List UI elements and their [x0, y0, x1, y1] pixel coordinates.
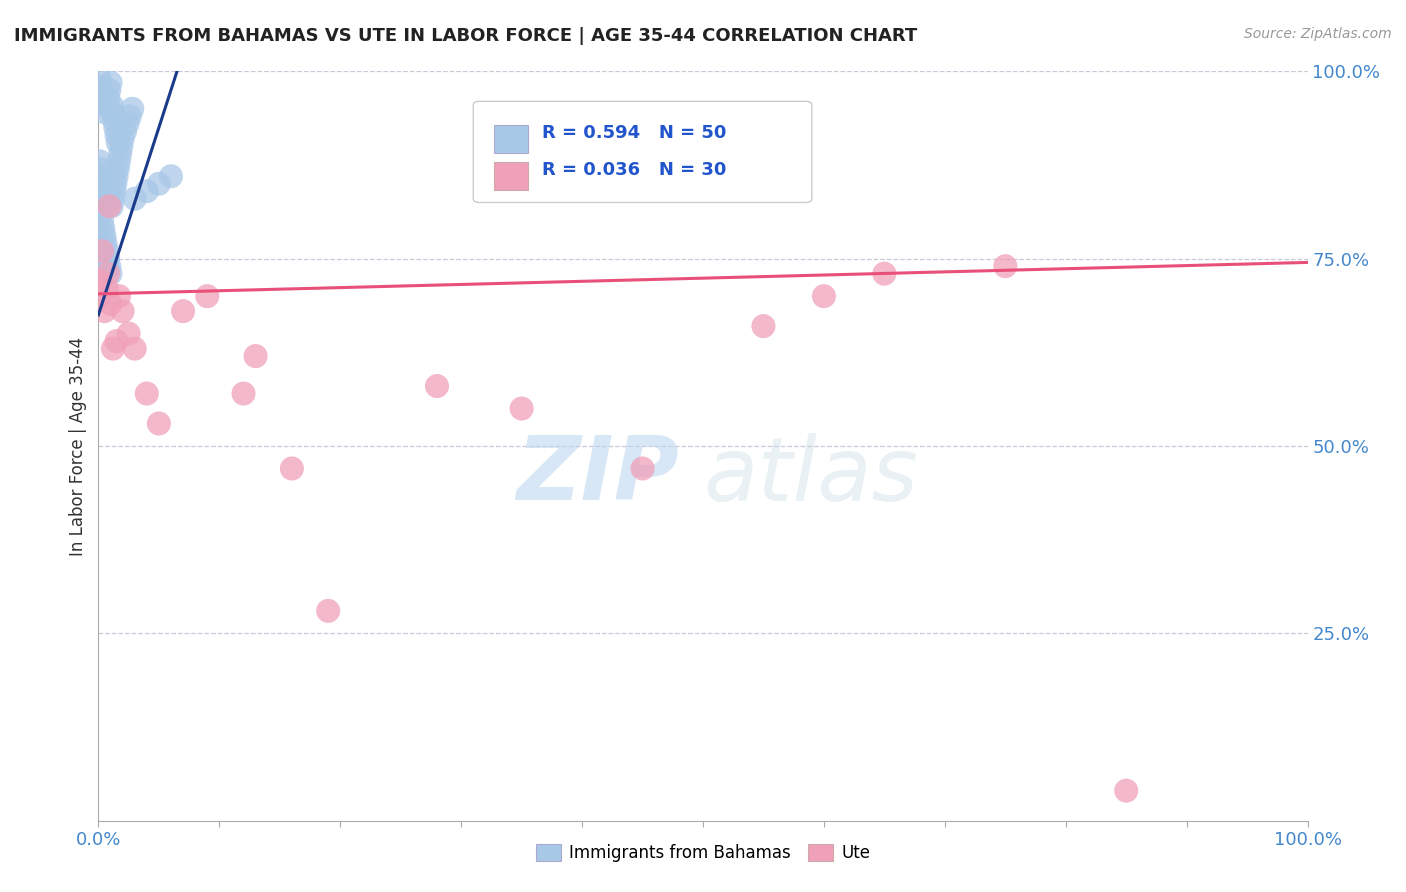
- Point: [90, 274, 112, 288]
- Point: [121, 102, 143, 116]
- FancyBboxPatch shape: [474, 102, 811, 202]
- Point: [148, 417, 170, 431]
- Point: [104, 177, 127, 191]
- Point: [1115, 783, 1137, 797]
- Text: ZIP: ZIP: [516, 433, 679, 519]
- Point: [91, 169, 114, 184]
- Point: [111, 304, 134, 318]
- Point: [111, 132, 134, 146]
- Point: [93, 229, 115, 244]
- Point: [752, 319, 775, 334]
- Text: R = 0.036   N = 30: R = 0.036 N = 30: [543, 161, 727, 179]
- Point: [104, 120, 127, 135]
- Point: [148, 177, 170, 191]
- Point: [100, 296, 122, 310]
- Point: [100, 76, 122, 90]
- Point: [316, 604, 339, 618]
- Point: [813, 289, 835, 303]
- Point: [89, 289, 111, 303]
- Point: [195, 289, 218, 303]
- Point: [90, 79, 112, 94]
- Point: [426, 379, 449, 393]
- Point: [87, 192, 110, 206]
- Text: IMMIGRANTS FROM BAHAMAS VS UTE IN LABOR FORCE | AGE 35-44 CORRELATION CHART: IMMIGRANTS FROM BAHAMAS VS UTE IN LABOR …: [14, 27, 917, 45]
- Point: [94, 236, 117, 251]
- Point: [90, 161, 112, 176]
- Point: [90, 207, 112, 221]
- Point: [96, 98, 118, 112]
- Point: [118, 326, 141, 341]
- Point: [124, 192, 146, 206]
- Point: [110, 139, 132, 153]
- Point: [631, 461, 654, 475]
- Point: [172, 304, 194, 318]
- Point: [89, 71, 111, 86]
- Text: Source: ZipAtlas.com: Source: ZipAtlas.com: [1244, 27, 1392, 41]
- Point: [91, 177, 114, 191]
- Point: [114, 124, 136, 138]
- Point: [100, 199, 122, 213]
- Point: [97, 267, 120, 281]
- Point: [135, 184, 157, 198]
- Text: atlas: atlas: [703, 433, 918, 519]
- Point: [105, 128, 128, 142]
- Point: [107, 161, 129, 176]
- Point: [124, 342, 146, 356]
- Point: [97, 90, 120, 104]
- Point: [96, 282, 118, 296]
- Point: [108, 146, 131, 161]
- Point: [994, 259, 1017, 273]
- Point: [89, 199, 111, 213]
- Point: [160, 169, 183, 184]
- Point: [91, 244, 114, 259]
- Point: [98, 83, 121, 97]
- Point: [91, 214, 114, 228]
- Point: [135, 386, 157, 401]
- Point: [232, 386, 254, 401]
- Point: [97, 252, 120, 266]
- Point: [91, 90, 114, 104]
- Point: [103, 113, 125, 128]
- Point: [510, 401, 533, 416]
- Point: [101, 105, 124, 120]
- Legend: Immigrants from Bahamas, Ute: Immigrants from Bahamas, Ute: [529, 837, 877, 869]
- Point: [117, 117, 139, 131]
- Text: R = 0.594   N = 50: R = 0.594 N = 50: [543, 124, 727, 142]
- Point: [100, 267, 122, 281]
- Point: [108, 289, 131, 303]
- Point: [93, 98, 115, 112]
- Point: [100, 98, 122, 112]
- Point: [101, 342, 124, 356]
- Bar: [494, 162, 527, 191]
- Point: [94, 105, 117, 120]
- Point: [245, 349, 267, 363]
- Point: [105, 334, 128, 348]
- Point: [98, 259, 121, 273]
- Point: [108, 154, 131, 169]
- Point: [281, 461, 304, 475]
- Point: [91, 221, 114, 235]
- Point: [101, 192, 124, 206]
- Point: [89, 154, 111, 169]
- Point: [118, 109, 141, 123]
- Point: [96, 244, 118, 259]
- Bar: [494, 125, 527, 153]
- Point: [93, 184, 115, 198]
- Point: [103, 184, 125, 198]
- Point: [98, 199, 121, 213]
- Point: [107, 136, 129, 150]
- Point: [93, 304, 115, 318]
- Point: [105, 169, 128, 184]
- Y-axis label: In Labor Force | Age 35-44: In Labor Force | Age 35-44: [69, 336, 87, 556]
- Point: [873, 267, 896, 281]
- Point: [91, 87, 114, 101]
